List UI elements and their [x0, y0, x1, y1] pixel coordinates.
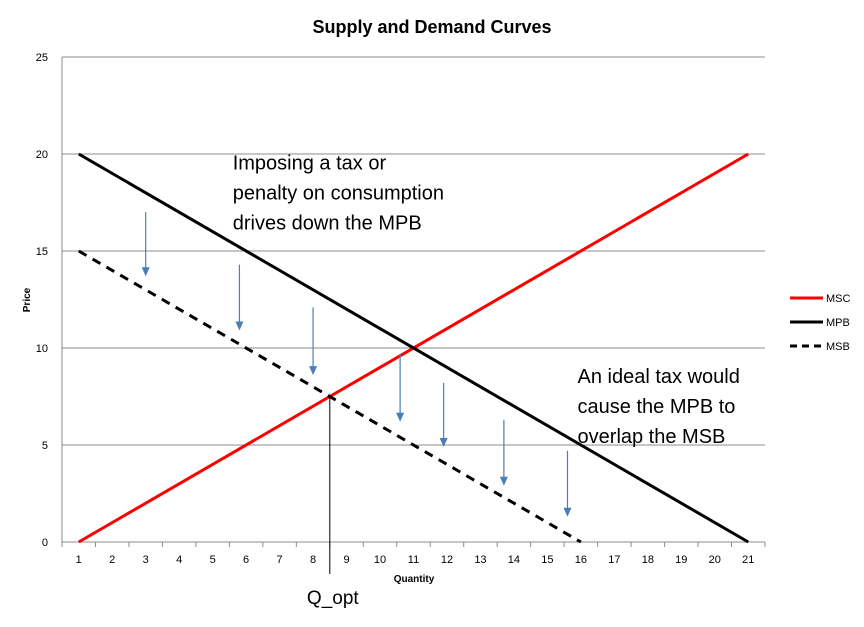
x-tick-label: 13: [474, 554, 486, 566]
annotation-text: drives down the MPB: [233, 213, 422, 235]
x-tick-label: 3: [143, 554, 149, 566]
series-line-mpb: [77, 152, 750, 544]
x-tick-label: 5: [210, 554, 216, 566]
x-tick-label: 14: [508, 554, 520, 566]
tax-arrow-head: [309, 366, 318, 376]
y-tick-label: 0: [42, 537, 48, 549]
legend-label-msb: MSB: [826, 341, 850, 353]
x-tick-label: 15: [541, 554, 553, 566]
chart-title: Supply and Demand Curves: [312, 17, 551, 37]
annotation-text: An ideal tax would: [578, 366, 740, 388]
x-tick-label: 19: [675, 554, 687, 566]
x-tick-label: 2: [109, 554, 115, 566]
qopt-label: Q_opt: [307, 588, 359, 609]
legend-label-msc: MSC: [826, 293, 851, 305]
tax-arrow: [396, 353, 405, 422]
annotation-text: penalty on consumption: [233, 183, 444, 205]
x-tick-label: 12: [441, 554, 453, 566]
x-tick-label: 21: [742, 554, 754, 566]
x-tick-label: 6: [243, 554, 249, 566]
y-tick-label: 20: [36, 149, 48, 161]
annotation-text: overlap the MSB: [578, 426, 726, 448]
tax-arrow: [309, 307, 318, 376]
legend: MSC MPB MSB: [790, 293, 851, 353]
tax-arrow: [563, 450, 572, 517]
y-tick-label: 15: [36, 246, 48, 258]
tax-arrow-head: [563, 507, 572, 517]
x-tick-label: 11: [408, 554, 419, 566]
x-tick-label: 4: [176, 554, 182, 566]
y-tick-label: 5: [42, 440, 48, 452]
legend-label-mpb: MPB: [826, 317, 850, 329]
annotation-text: Imposing a tax or: [233, 153, 387, 175]
x-tick-label: 16: [575, 554, 587, 566]
annotations: Imposing a tax or penalty on consumption d…: [233, 153, 740, 448]
qopt-marker: Q_opt: [307, 396, 359, 609]
y-axis-label: Price: [22, 287, 33, 312]
gridlines: [62, 56, 765, 446]
tax-arrow: [141, 212, 150, 277]
tax-arrow-head: [396, 412, 405, 422]
x-tick-label: 1: [76, 554, 82, 566]
tax-arrow-head: [141, 267, 150, 277]
tax-arrow-head: [499, 476, 508, 486]
x-tick-label: 17: [608, 554, 620, 566]
tax-arrows: [141, 212, 572, 517]
x-tick-label: 9: [343, 554, 349, 566]
x-tick-label: 7: [277, 554, 283, 566]
tax-arrow-head: [439, 437, 448, 447]
y-tick-label: 10: [36, 343, 48, 355]
tax-arrow: [439, 382, 448, 447]
x-tick-label: 20: [709, 554, 721, 566]
annotation-text: cause the MPB to: [578, 396, 736, 418]
x-tick-label: 18: [642, 554, 654, 566]
tax-arrow-head: [235, 321, 244, 331]
tax-arrow: [499, 419, 508, 486]
x-axis-label: Quantity: [394, 574, 435, 585]
x-tick-label: 10: [374, 554, 386, 566]
tax-arrow: [235, 264, 244, 331]
y-tick-label: 25: [36, 52, 48, 64]
x-tick-label: 8: [310, 554, 316, 566]
